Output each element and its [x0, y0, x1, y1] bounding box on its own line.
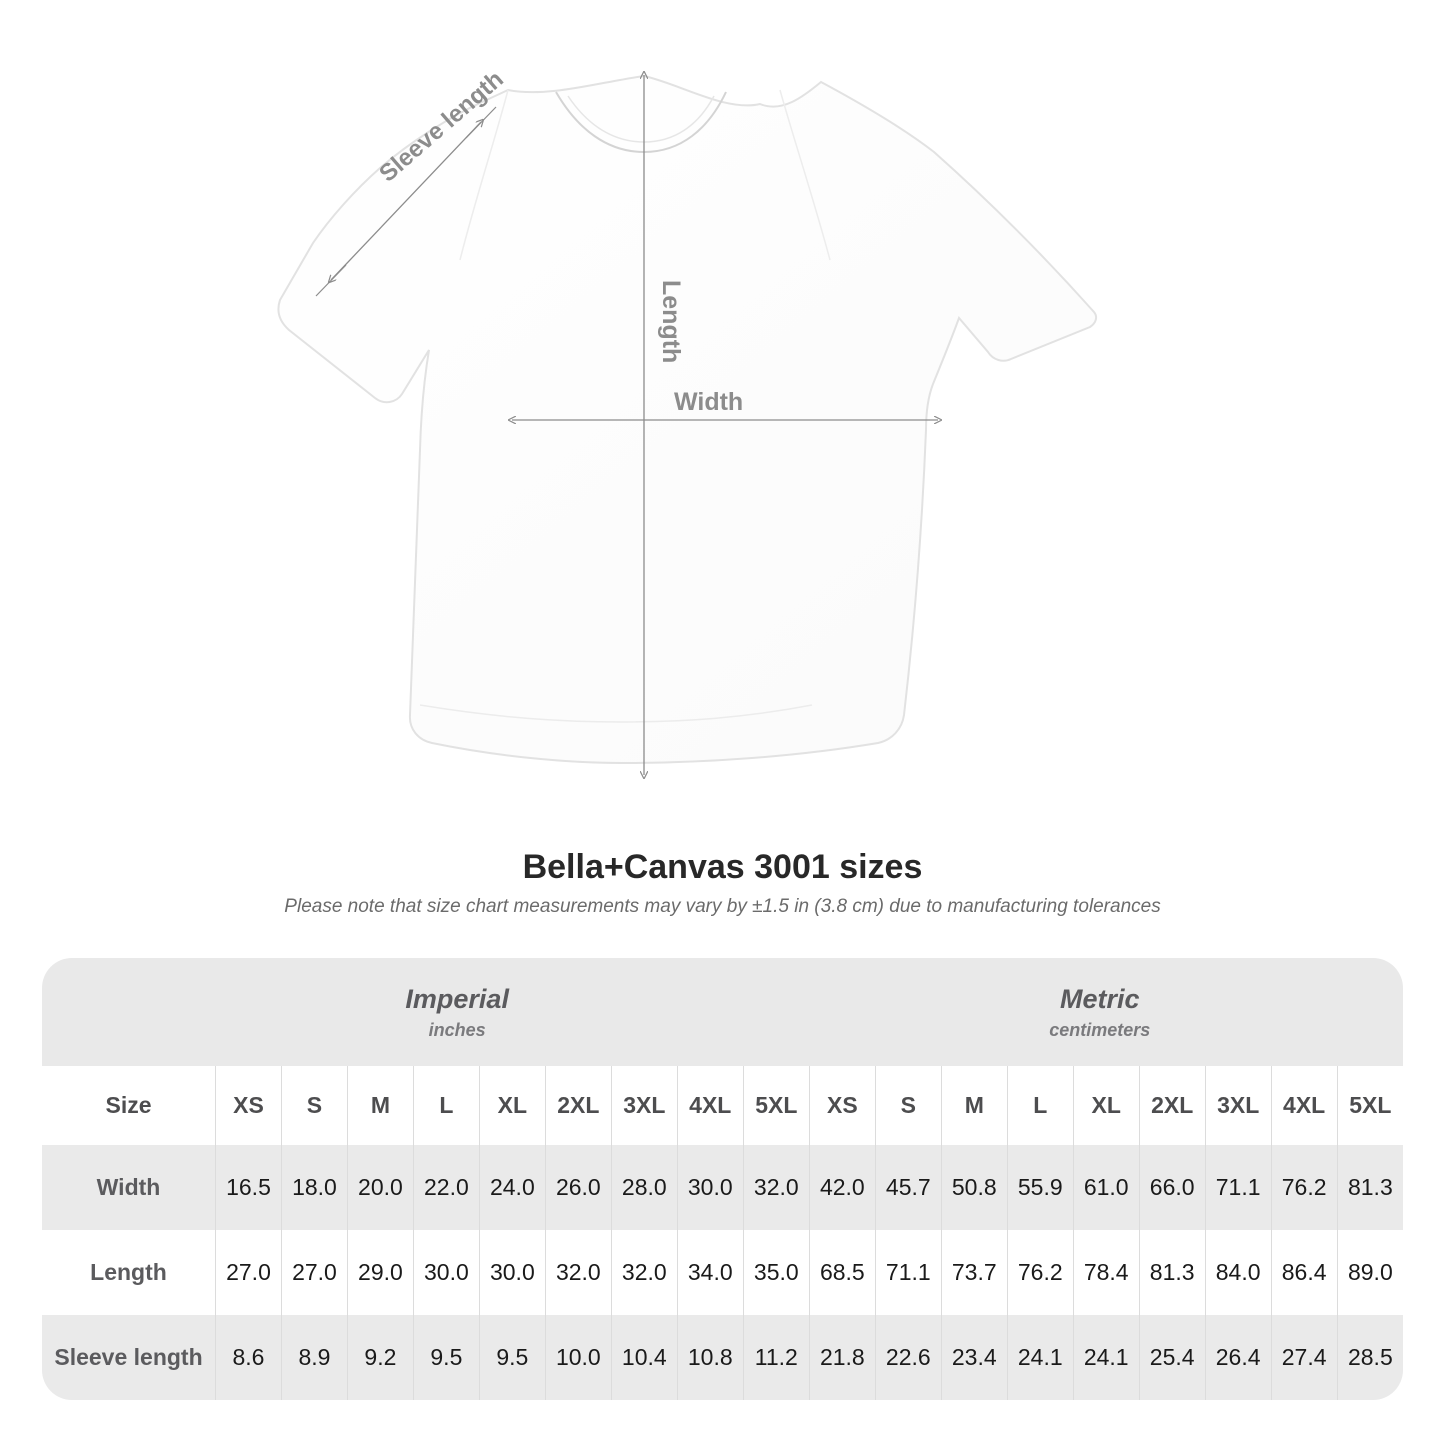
svg-text:Width: Width: [674, 388, 743, 416]
svg-text:Length: Length: [657, 280, 685, 363]
